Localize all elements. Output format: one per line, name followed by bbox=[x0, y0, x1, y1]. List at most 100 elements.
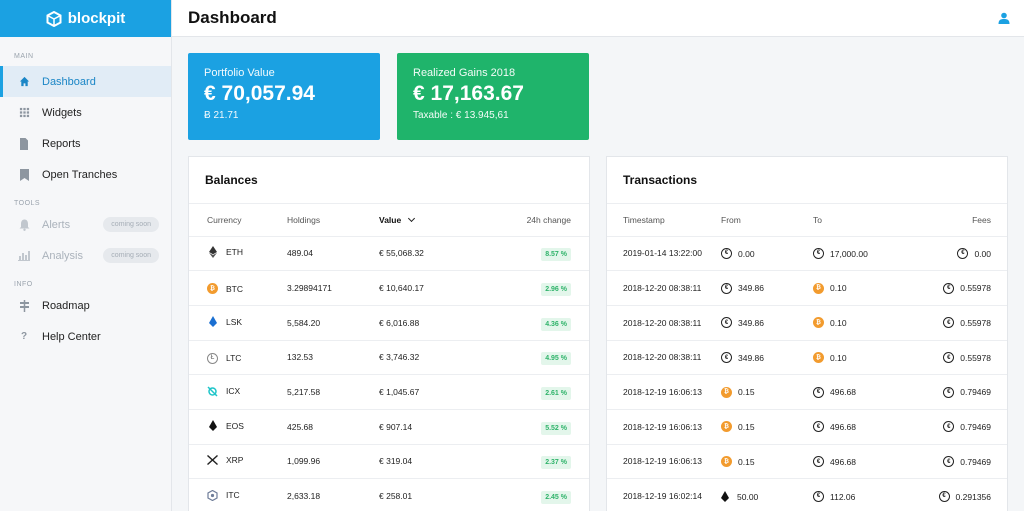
euro-icon: € bbox=[721, 247, 732, 259]
card-subvalue: Ƀ 21.71 bbox=[204, 110, 239, 121]
sidebar-item-reports[interactable]: Reports bbox=[0, 128, 171, 159]
bell-icon bbox=[18, 219, 30, 231]
fees-amount: 0.55978 bbox=[960, 283, 991, 294]
bitcoin-icon: ₿ bbox=[813, 352, 824, 364]
change-badge: 4.36 % bbox=[541, 317, 571, 331]
value-cell: € 907.14 bbox=[373, 409, 483, 445]
column-header-value[interactable]: Value bbox=[373, 204, 483, 237]
balance-row[interactable]: ETH 489.04 € 55,068.32 8.57 % bbox=[189, 236, 589, 272]
column-header-change[interactable]: 24h change bbox=[483, 204, 589, 237]
to-cell: ₿ 0.10 bbox=[807, 305, 915, 341]
euro-icon: € bbox=[721, 352, 732, 364]
column-header-timestamp[interactable]: Timestamp bbox=[607, 204, 715, 237]
portfolio-value-card[interactable]: Portfolio Value € 70,057.94 Ƀ 21.71 bbox=[188, 53, 380, 140]
euro-icon: € bbox=[813, 386, 824, 398]
to-amount: 112.06 bbox=[830, 491, 856, 502]
bitcoin-icon: ₿ bbox=[721, 386, 732, 398]
ltc-coin-icon: Ł bbox=[207, 352, 218, 364]
sidebar: blockpit MAIN Dashboard Widgets Reports … bbox=[0, 0, 172, 511]
balance-row[interactable]: ₿ BTC 3.29894171 € 10,640.17 2.96 % bbox=[189, 270, 589, 306]
transaction-row[interactable]: 2018-12-20 08:38:11 €349.86 ₿ 0.10 €0.55978 bbox=[607, 340, 1007, 376]
bitcoin-icon: ₿ bbox=[813, 317, 824, 329]
timestamp-cell: 2018-12-19 16:06:13 bbox=[607, 374, 715, 410]
from-cell: €0.00 bbox=[715, 236, 807, 272]
realized-gains-card[interactable]: Realized Gains 2018 € 17,163.67 Taxable … bbox=[397, 53, 589, 140]
home-icon bbox=[18, 76, 30, 88]
fees-cell: €0.79469 bbox=[915, 409, 1007, 445]
column-header-fees[interactable]: Fees bbox=[915, 204, 1007, 237]
eos-icon bbox=[721, 490, 729, 502]
to-cell: €496.68 bbox=[807, 409, 915, 445]
sidebar-item-label: Dashboard bbox=[42, 75, 96, 88]
euro-icon: € bbox=[943, 421, 955, 433]
from-amount: 0.15 bbox=[738, 387, 755, 398]
chevron-down-icon bbox=[407, 214, 415, 222]
timestamp-cell: 2018-12-20 08:38:11 bbox=[607, 305, 715, 341]
card-value: € 17,163.67 bbox=[413, 82, 524, 105]
top-bar: Dashboard bbox=[172, 0, 1024, 37]
euro-icon: € bbox=[943, 317, 955, 329]
to-amount: 496.68 bbox=[830, 456, 856, 467]
column-header-from[interactable]: From bbox=[715, 204, 807, 237]
btc-coin-icon: ₿ bbox=[207, 283, 218, 295]
fees-amount: 0.79469 bbox=[960, 421, 991, 432]
to-cell: €112.06 bbox=[807, 478, 915, 511]
transaction-row[interactable]: 2018-12-19 16:06:13 ₿ 0.15 €496.68 €0.79469 bbox=[607, 444, 1007, 480]
column-header-label: Value bbox=[379, 214, 402, 225]
icx-coin-icon bbox=[207, 386, 218, 397]
to-amount: 0.10 bbox=[830, 317, 847, 328]
transaction-row[interactable]: 2018-12-19 16:02:14 50.00 €112.06 €0.291356 bbox=[607, 478, 1007, 511]
change-badge: 8.57 % bbox=[541, 248, 571, 262]
holdings-cell: 132.53 bbox=[281, 340, 373, 376]
change-badge: 5.52 % bbox=[541, 421, 571, 435]
document-icon bbox=[18, 137, 30, 150]
balance-row[interactable]: EOS 425.68 € 907.14 5.52 % bbox=[189, 409, 589, 445]
brand-name: blockpit bbox=[67, 10, 126, 27]
fees-amount: 0.79469 bbox=[960, 456, 991, 467]
brand-logo[interactable]: blockpit bbox=[0, 0, 171, 37]
euro-icon: € bbox=[813, 247, 824, 259]
column-header-to[interactable]: To bbox=[807, 204, 915, 237]
balance-row[interactable]: LSK 5,584.20 € 6,016.88 4.36 % bbox=[189, 305, 589, 341]
question-icon: ? bbox=[20, 331, 28, 342]
column-header-currency[interactable]: Currency bbox=[189, 204, 281, 237]
sidebar-item-help-center[interactable]: ? Help Center bbox=[0, 321, 171, 352]
transaction-row[interactable]: 2018-12-19 16:06:13 ₿ 0.15 €496.68 €0.79469 bbox=[607, 409, 1007, 445]
transaction-row[interactable]: 2018-12-20 08:38:11 €349.86 ₿ 0.10 €0.55978 bbox=[607, 270, 1007, 306]
sidebar-item-label: Open Tranches bbox=[42, 168, 118, 181]
bookmark-icon bbox=[18, 168, 30, 181]
from-amount: 349.86 bbox=[738, 283, 764, 294]
value-cell: € 6,016.88 bbox=[373, 305, 483, 341]
from-amount: 0.15 bbox=[738, 456, 755, 467]
holdings-cell: 5,584.20 bbox=[281, 305, 373, 341]
holdings-cell: 1,099.96 bbox=[281, 444, 373, 480]
balance-row[interactable]: XRP 1,099.96 € 319.04 2.37 % bbox=[189, 444, 589, 480]
transaction-row[interactable]: 2019-01-14 13:22:00 €0.00 €17,000.00 €0.00 bbox=[607, 236, 1007, 272]
sidebar-item-widgets[interactable]: Widgets bbox=[0, 97, 171, 128]
balances-panel: Balances Currency Holdings Value 24h cha… bbox=[188, 156, 590, 511]
euro-icon: € bbox=[957, 247, 969, 259]
euro-icon: € bbox=[943, 282, 955, 294]
sidebar-item-label: Help Center bbox=[42, 330, 101, 343]
balance-row[interactable]: ICX 5,217.58 € 1,045.67 2.61 % bbox=[189, 374, 589, 410]
transaction-row[interactable]: 2018-12-20 08:38:11 €349.86 ₿ 0.10 €0.55978 bbox=[607, 305, 1007, 341]
lsk-coin-icon bbox=[207, 316, 218, 328]
timestamp-cell: 2018-12-20 08:38:11 bbox=[607, 340, 715, 376]
change-badge: 2.96 % bbox=[541, 283, 571, 297]
sidebar-item-dashboard[interactable]: Dashboard bbox=[0, 66, 171, 97]
sidebar-item-roadmap[interactable]: Roadmap bbox=[0, 290, 171, 321]
section-title-main: MAIN bbox=[14, 53, 34, 60]
euro-icon: € bbox=[813, 421, 824, 433]
sidebar-item-analysis: Analysis coming soon bbox=[0, 240, 171, 271]
column-header-holdings[interactable]: Holdings bbox=[281, 204, 373, 237]
user-icon[interactable] bbox=[998, 12, 1010, 24]
balance-row[interactable]: ITC 2,633.18 € 258.01 2.45 % bbox=[189, 478, 589, 511]
timestamp-cell: 2018-12-19 16:02:14 bbox=[607, 478, 715, 511]
to-amount: 496.68 bbox=[830, 421, 856, 432]
fees-cell: €0.291356 bbox=[915, 478, 1007, 511]
balance-row[interactable]: Ł LTC 132.53 € 3,746.32 4.95 % bbox=[189, 340, 589, 376]
transaction-row[interactable]: 2018-12-19 16:06:13 ₿ 0.15 €496.68 €0.79469 bbox=[607, 374, 1007, 410]
sidebar-item-open-tranches[interactable]: Open Tranches bbox=[0, 159, 171, 190]
to-cell: €496.68 bbox=[807, 444, 915, 480]
bitcoin-icon: ₿ bbox=[721, 456, 732, 468]
